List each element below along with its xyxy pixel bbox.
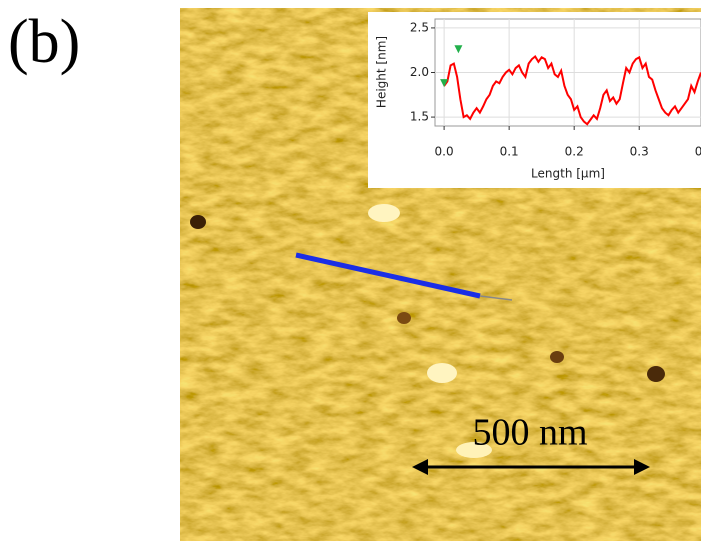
profile-inset: 1.5 2.0 2.5 0.0 0.1 0.2 0.3 0.4 Length [μm] Heigh… [368,12,701,188]
y-axis-label: Height [nm] [375,36,389,108]
pit [190,215,206,229]
x-tick-label: 0.2 [565,145,584,159]
pit [397,312,411,324]
y-tick-label: 1.5 [410,110,429,124]
x-tick-label: 0.0 [435,145,454,159]
x-tick-label: 0.1 [500,145,519,159]
y-tick-label: 2.5 [410,20,429,34]
x-tick-label: 0.4 [695,145,701,159]
x-tick-label: 0.3 [630,145,649,159]
particle [427,363,457,383]
pit [550,351,564,363]
figure: (b) 500 nm 1.5 2.0 2.5 0.0 0.1 0.2 0.3 0.4 Lengt… [0,0,701,541]
x-axis-label: Length [μm] [531,167,605,181]
page: (b) 500 nm 1.5 2.0 2.5 0.0 0.1 0.2 0.3 0.4 Lengt… [0,0,701,541]
scale-bar-label: 500 nm [472,412,587,454]
panel-label: (b) [8,8,80,76]
particle [368,204,400,222]
pit [647,366,665,382]
y-tick-label: 2.0 [410,65,429,79]
